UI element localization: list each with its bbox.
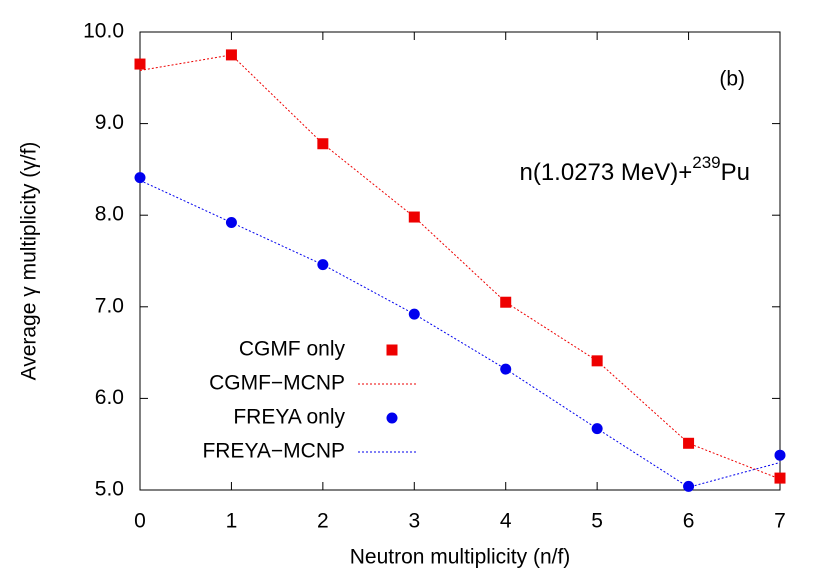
marker (500, 296, 512, 308)
y-tick-label: 9.0 (95, 111, 124, 134)
marker (591, 355, 603, 367)
marker (683, 437, 695, 449)
x-tick-label: 2 (317, 510, 329, 533)
marker (134, 172, 146, 184)
x-tick-label: 3 (408, 510, 420, 533)
reaction-text: n(1.0273 MeV)+ (519, 159, 692, 186)
reaction-superscript: 239 (692, 153, 720, 172)
y-tick-label: 6.0 (95, 386, 124, 409)
panel-label: (b) (719, 68, 745, 91)
marker (774, 472, 786, 484)
legend-swatch (386, 412, 398, 424)
x-tick-label: 5 (591, 510, 603, 533)
marker (774, 449, 786, 461)
y-tick-label: 8.0 (95, 203, 124, 226)
legend-swatch (386, 344, 398, 356)
y-axis-label: Average γ multiplicity (γ/f) (18, 142, 41, 381)
legend-label: CGMF−MCNP (209, 372, 345, 395)
legend-label: FREYA only (233, 406, 345, 429)
x-tick-label: 7 (774, 510, 786, 533)
x-tick-label: 0 (134, 510, 146, 533)
plot-frame (139, 31, 781, 491)
reaction-label: n(1.0273 MeV)+239Pu (519, 153, 750, 186)
reaction-suffix: Pu (721, 159, 750, 186)
legend-label: FREYA−MCNP (202, 440, 345, 463)
marker (500, 363, 512, 375)
y-tick-label: 5.0 (95, 478, 124, 501)
y-tick-label: 7.0 (95, 294, 124, 317)
x-axis-label: Neutron multiplicity (n/f) (350, 546, 571, 569)
legend-label: CGMF only (239, 338, 346, 361)
marker (134, 58, 146, 70)
marker (683, 480, 695, 492)
x-tick-label: 4 (500, 510, 512, 533)
x-tick-label: 1 (226, 510, 238, 533)
y-tick-label: 10.0 (83, 20, 124, 43)
x-tick-label: 6 (683, 510, 695, 533)
series-line (139, 54, 781, 480)
series-line (139, 179, 781, 488)
